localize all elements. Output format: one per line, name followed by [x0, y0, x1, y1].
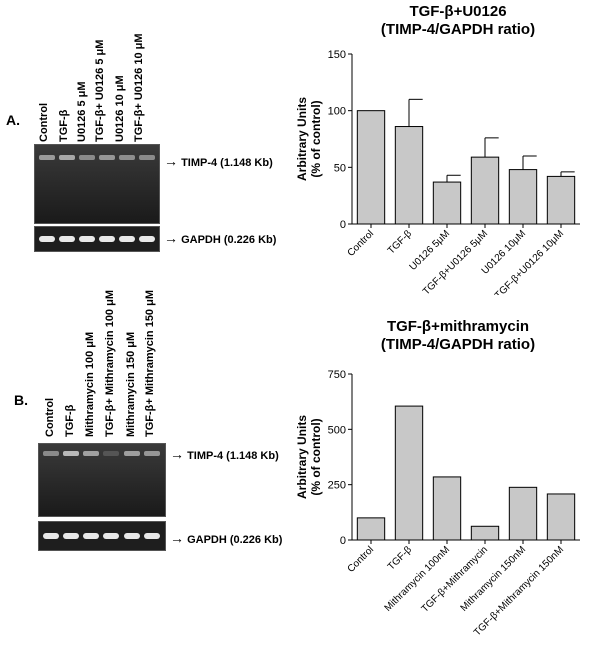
gel-gapdh: [34, 226, 160, 252]
y-tick-label: 0: [340, 535, 346, 547]
band-label-timp4: → TIMP-4 (1.148 Kb): [164, 153, 273, 169]
lane-label: TGF-β+ U0126 5 μM: [94, 39, 106, 142]
panel-a-label: A.: [6, 112, 20, 128]
gel-gapdh-bands: [39, 522, 165, 550]
gel-timp4-bands: [35, 145, 159, 223]
arrow-icon: →: [170, 446, 184, 462]
bar: [394, 405, 424, 541]
x-tick-label: TGF-β: [386, 228, 415, 257]
band-label-timp4: → TIMP-4 (1.148 Kb): [170, 446, 279, 462]
chart-b-title: TGF-β+mithramycin (TIMP-4/GAPDH ratio): [380, 318, 536, 353]
x-tick-label: TGF-β+U0126 5μM: [421, 228, 490, 295]
y-axis-label: Arbitrary Units: [295, 97, 309, 181]
x-tick-label: Mithramycin 150nM: [459, 544, 528, 613]
gel-gapdh-bands: [35, 227, 159, 251]
y-axis-label: (% of control): [309, 418, 323, 495]
lane-label: U0126 10 μM: [114, 75, 126, 142]
arrow-icon: →: [164, 153, 178, 169]
bar: [432, 181, 462, 225]
lane-label: Control: [44, 397, 56, 437]
arrow-icon: →: [170, 530, 184, 546]
gel-timp4: [38, 443, 166, 517]
bar: [508, 486, 538, 541]
gel-gapdh: [38, 521, 166, 551]
x-tick-label: TGF-β+U0126 10μM: [493, 228, 566, 295]
x-tick-label: Control: [346, 228, 377, 259]
x-tick-label: TGF-β+Mithramycin: [420, 544, 491, 615]
lane-label: TGF-β: [64, 404, 76, 437]
bar: [394, 126, 424, 225]
lane-label: U0126 5 μM: [76, 81, 88, 142]
lane-label: TGF-β+ Mithramycin 150 μM: [144, 289, 156, 437]
y-tick-label: 150: [328, 49, 346, 61]
y-tick-label: 0: [340, 219, 346, 231]
chart-b: Arbitrary Units (% of control) 0 250 500 750 C…: [295, 369, 580, 639]
chart-a-title: TGF-β+U0126 (TIMP-4/GAPDH ratio): [380, 3, 536, 38]
bar: [508, 169, 538, 225]
x-tick-label: Control: [346, 544, 377, 575]
lane-label: Mithramycin 150 μM: [125, 331, 137, 437]
panel-b-label: B.: [14, 392, 28, 408]
bar: [546, 493, 576, 541]
bar: [470, 156, 500, 225]
y-tick-label: 250: [328, 480, 346, 492]
y-tick-label: 50: [334, 162, 346, 174]
bar: [356, 110, 386, 225]
x-tick-label: TGF-β: [386, 544, 415, 573]
arrow-icon: →: [164, 230, 178, 246]
band-label-gapdh: → GAPDH (0.226 Kb): [170, 530, 283, 546]
lane-label: Mithramycin 100 μM: [84, 331, 96, 437]
bar: [470, 525, 500, 541]
panel-b: B. Control TGF-β Mithramycin 100 μM TGF-…: [0, 280, 300, 560]
bar: [432, 476, 462, 541]
panel-a: A. Control TGF-β U0126 5 μM TGF-β+ U0126…: [0, 0, 300, 270]
bar: [546, 175, 576, 225]
band-label-gapdh: → GAPDH (0.226 Kb): [164, 230, 277, 246]
y-tick-label: 100: [328, 106, 346, 118]
y-axis-label: (% of control): [309, 100, 323, 177]
lane-label: Control: [38, 102, 50, 142]
y-axis-label: Arbitrary Units: [295, 415, 309, 499]
chart-a: Arbitrary Units (% of control) 0 50 100 150 Co…: [295, 49, 580, 295]
lane-label: TGF-β+ U0126 10 μM: [133, 33, 145, 142]
lane-label: TGF-β: [58, 109, 70, 142]
gel-timp4-bands: [39, 444, 165, 516]
lane-label: TGF-β+ Mithramycin 100 μM: [104, 289, 116, 437]
y-tick-label: 500: [328, 424, 346, 436]
bar: [356, 517, 386, 541]
y-tick-label: 750: [328, 369, 346, 381]
x-tick-label: Mithramycin 100nM: [383, 544, 452, 613]
gel-timp4: [34, 144, 160, 224]
